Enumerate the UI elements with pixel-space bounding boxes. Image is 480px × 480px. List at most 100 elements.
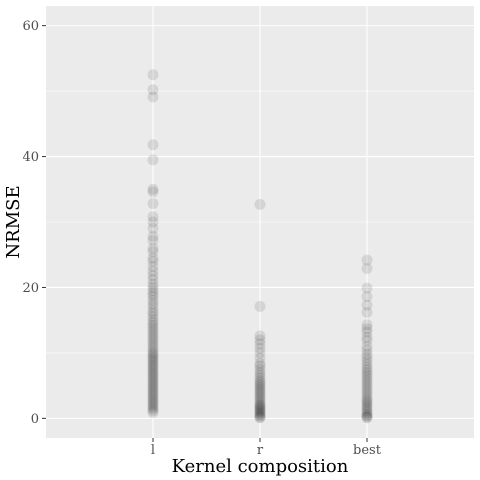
- data-point: [361, 364, 373, 376]
- data-point: [254, 300, 266, 312]
- data-point: [254, 406, 266, 418]
- data-point: [147, 397, 159, 409]
- data-point: [147, 223, 159, 235]
- data-point: [147, 211, 159, 223]
- data-point: [254, 410, 266, 422]
- data-point: [147, 395, 159, 407]
- data-point: [147, 399, 159, 411]
- data-point: [361, 372, 373, 384]
- y-tick-label: 60: [22, 19, 39, 34]
- data-point: [361, 405, 373, 417]
- data-point: [147, 252, 159, 264]
- data-point: [147, 139, 159, 151]
- data-point: [361, 319, 373, 331]
- data-point: [147, 335, 159, 347]
- data-point: [147, 346, 159, 358]
- data-point: [254, 360, 266, 372]
- data-point: [147, 333, 159, 345]
- data-point: [254, 369, 266, 381]
- data-point: [147, 325, 159, 337]
- data-point: [147, 216, 159, 228]
- data-point: [147, 265, 159, 277]
- data-point: [147, 198, 159, 210]
- data-point: [147, 278, 159, 290]
- data-point: [147, 401, 159, 413]
- data-point: [147, 391, 159, 403]
- data-point: [254, 384, 266, 396]
- data-point: [147, 403, 159, 415]
- data-point: [361, 410, 373, 422]
- data-point: [147, 351, 159, 363]
- data-points: [147, 69, 373, 424]
- data-point: [361, 377, 373, 389]
- data-point: [147, 154, 159, 166]
- data-point: [254, 390, 266, 402]
- data-point: [361, 385, 373, 397]
- data-point: [147, 91, 159, 103]
- data-point: [361, 412, 373, 424]
- data-point: [254, 363, 266, 375]
- data-point: [147, 357, 159, 369]
- data-point: [254, 399, 266, 411]
- data-point: [147, 338, 159, 350]
- data-point: [147, 183, 159, 195]
- major-gridlines: [46, 6, 474, 438]
- data-point: [361, 390, 373, 402]
- data-point: [361, 340, 373, 352]
- data-point: [254, 374, 266, 386]
- y-tick-label: 0: [31, 412, 39, 427]
- data-point: [361, 397, 373, 409]
- data-point: [361, 406, 373, 418]
- data-point: [254, 352, 266, 364]
- data-point: [147, 69, 159, 81]
- y-axis-title: NRMSE: [3, 185, 24, 258]
- data-point: [361, 369, 373, 381]
- data-point: [147, 340, 159, 352]
- data-point: [254, 402, 266, 414]
- data-point: [147, 317, 159, 329]
- data-point: [254, 347, 266, 359]
- data-point: [147, 348, 159, 360]
- data-point: [254, 398, 266, 410]
- data-point: [147, 245, 159, 257]
- data-point: [361, 367, 373, 379]
- data-point: [254, 342, 266, 354]
- data-point: [147, 261, 159, 273]
- data-point: [147, 242, 159, 254]
- y-tick-label: 20: [22, 281, 39, 296]
- data-point: [254, 396, 266, 408]
- data-point: [147, 270, 159, 282]
- data-point: [147, 355, 159, 367]
- data-point: [147, 365, 159, 377]
- data-point: [361, 403, 373, 415]
- data-point: [147, 319, 159, 331]
- data-point: [361, 282, 373, 294]
- data-point: [147, 281, 159, 293]
- data-point: [254, 376, 266, 388]
- data-point: [254, 408, 266, 420]
- y-axis-ticks: 0 20 40 60: [22, 19, 46, 427]
- x-tick-label: best: [353, 443, 382, 458]
- data-point: [254, 378, 266, 390]
- data-point: [147, 367, 159, 379]
- data-point: [254, 334, 266, 346]
- data-point: [254, 388, 266, 400]
- data-point: [254, 330, 266, 342]
- data-point: [147, 274, 159, 286]
- data-point: [361, 351, 373, 363]
- data-point: [147, 305, 159, 317]
- data-point: [254, 372, 266, 384]
- data-point: [361, 401, 373, 413]
- data-point: [147, 350, 159, 362]
- data-point: [361, 334, 373, 346]
- data-point: [254, 386, 266, 398]
- data-point: [254, 412, 266, 424]
- data-point: [147, 230, 159, 242]
- data-point: [361, 348, 373, 360]
- data-point: [147, 375, 159, 387]
- data-point: [147, 84, 159, 96]
- data-point: [147, 373, 159, 385]
- data-point: [361, 326, 373, 338]
- data-point: [361, 262, 373, 274]
- data-point: [147, 291, 159, 303]
